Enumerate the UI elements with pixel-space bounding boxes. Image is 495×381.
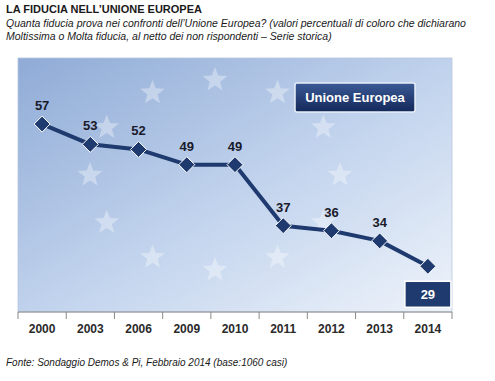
marker	[34, 116, 50, 132]
series-line	[42, 124, 428, 266]
x-tick	[210, 312, 211, 319]
x-tick	[403, 312, 404, 319]
x-tick	[452, 312, 453, 319]
data-label: 37	[276, 200, 290, 215]
data-label: 53	[83, 118, 97, 133]
data-label: 49	[228, 139, 242, 154]
data-label: 34	[372, 215, 387, 230]
data-label: 49	[180, 139, 194, 154]
data-label: 57	[35, 98, 49, 113]
x-tick	[162, 312, 163, 319]
star	[140, 244, 165, 267]
star	[265, 80, 290, 104]
data-labels: 57 53 52 49 49 37 36 34 29	[35, 98, 451, 307]
star	[140, 80, 165, 104]
marker	[323, 223, 339, 239]
star	[328, 162, 353, 186]
title: LA FIDUCIA NELL’UNIONE EUROPEA	[6, 3, 202, 15]
marker	[420, 258, 436, 274]
x-tick-label: 2013	[366, 322, 393, 336]
source: Fonte: Sondaggio Demos & Pi, Febbraio 20…	[6, 357, 287, 368]
data-label: 52	[131, 123, 145, 138]
marker	[275, 218, 291, 234]
legend-label: Unione Europea	[305, 90, 405, 105]
x-tick-label: 2012	[318, 322, 345, 336]
star	[203, 67, 228, 91]
data-label: 29	[421, 287, 435, 302]
x-tick	[114, 312, 115, 319]
chart: LA FIDUCIA NELL’UNIONE EUROPEA Quanta fid…	[0, 0, 495, 381]
marker	[227, 157, 243, 173]
marker	[82, 136, 98, 152]
x-tick-label: 2011	[270, 322, 296, 336]
star	[311, 115, 336, 139]
plot-frame	[18, 58, 452, 312]
data-label: 36	[324, 205, 338, 220]
last-label-box	[405, 281, 451, 307]
x-tick	[66, 312, 67, 319]
legend: Unione Europea	[295, 83, 415, 112]
x-axis	[18, 311, 452, 312]
subtitle: Moltissima o Molta fiducia, al netto dei…	[6, 30, 332, 42]
star	[94, 210, 119, 234]
marker	[372, 233, 388, 249]
plot-area	[34, 116, 436, 274]
x-tick-label: 2006	[125, 322, 152, 336]
x-tick	[18, 312, 19, 319]
x-tick	[355, 312, 356, 319]
star	[94, 115, 119, 139]
marker	[131, 141, 147, 157]
marker	[179, 157, 195, 173]
x-tick-label: 2000	[29, 322, 56, 336]
star	[265, 244, 290, 267]
x-tick-label: 2010	[222, 322, 249, 336]
x-tick	[259, 312, 260, 319]
legend-box	[295, 83, 415, 112]
x-tick-label: 2009	[173, 322, 200, 336]
star	[203, 257, 228, 281]
subtitle: Quanta fiducia prova nei confronti dell’…	[6, 17, 466, 29]
star	[78, 162, 103, 186]
x-tick	[307, 312, 308, 319]
x-tick-label: 2003	[77, 322, 104, 336]
x-tick-label: 2014	[415, 322, 442, 336]
